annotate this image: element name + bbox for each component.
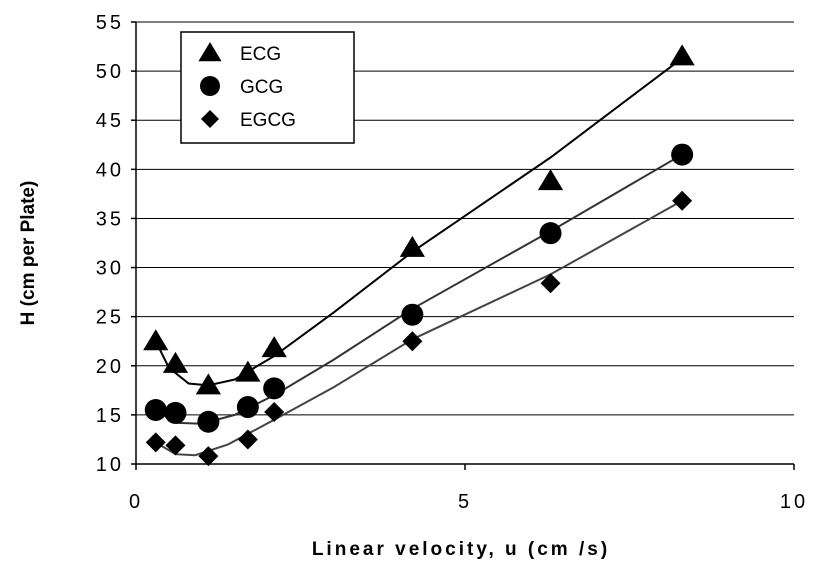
data-point-egcg bbox=[540, 273, 561, 294]
data-point-gcg bbox=[401, 303, 424, 326]
data-point-egcg bbox=[145, 432, 166, 453]
legend-marker-egcg bbox=[201, 110, 219, 128]
y-tick-label: 10 bbox=[96, 454, 124, 476]
data-point-ecg bbox=[399, 235, 425, 257]
data-point-ecg bbox=[162, 351, 189, 373]
data-point-ecg bbox=[143, 329, 169, 351]
data-point-gcg bbox=[539, 222, 562, 245]
x-tick-label: 10 bbox=[780, 491, 808, 513]
x-tick-label: 0 bbox=[129, 491, 143, 513]
data-point-egcg bbox=[165, 435, 186, 456]
y-tick-label: 50 bbox=[96, 61, 124, 83]
data-point-egcg bbox=[264, 401, 285, 422]
data-point-gcg bbox=[144, 398, 167, 421]
y-tick-label: 15 bbox=[96, 405, 124, 427]
x-tick-label: 5 bbox=[458, 491, 472, 513]
axes bbox=[131, 21, 795, 470]
tick-labels: 10 15 20 25 30 35 40 45 50 55 0 5 10 bbox=[96, 12, 808, 513]
data-point-gcg bbox=[164, 401, 187, 424]
legend-marker-ecg bbox=[198, 42, 222, 62]
data-point-gcg bbox=[197, 410, 220, 433]
y-tick-label: 35 bbox=[96, 208, 124, 230]
y-tick-label: 45 bbox=[96, 110, 124, 132]
fit-line-ecg bbox=[154, 57, 683, 387]
data-point-egcg bbox=[198, 446, 219, 467]
y-tick-label: 55 bbox=[96, 12, 124, 34]
data-point-gcg bbox=[236, 396, 259, 419]
data-markers bbox=[143, 44, 695, 467]
data-point-gcg bbox=[671, 143, 694, 166]
legend: ECG GCG EGCG bbox=[180, 31, 355, 144]
data-point-egcg bbox=[237, 429, 258, 450]
data-point-ecg bbox=[537, 169, 564, 191]
data-point-ecg bbox=[669, 44, 695, 66]
legend-label-gcg: GCG bbox=[240, 77, 283, 98]
data-point-ecg bbox=[235, 360, 261, 382]
x-axis-title: Linear velocity, u (cm /s) bbox=[312, 539, 610, 560]
data-point-ecg bbox=[261, 336, 287, 358]
fit-line-egcg bbox=[155, 199, 683, 457]
legend-label-egcg: EGCG bbox=[240, 110, 296, 131]
data-point-egcg bbox=[672, 190, 693, 211]
y-tick-label: 40 bbox=[96, 159, 124, 181]
fit-line-gcg bbox=[155, 153, 683, 425]
legend-marker-gcg bbox=[200, 76, 220, 96]
y-axis-title: H (cm per Plate) bbox=[18, 181, 39, 326]
data-point-ecg bbox=[195, 373, 221, 395]
y-tick-label: 30 bbox=[96, 258, 124, 280]
data-point-gcg bbox=[263, 377, 286, 400]
legend-label-ecg: ECG bbox=[240, 44, 281, 65]
data-point-egcg bbox=[402, 331, 423, 352]
y-tick-label: 25 bbox=[96, 307, 124, 329]
y-tick-label: 20 bbox=[96, 356, 124, 378]
